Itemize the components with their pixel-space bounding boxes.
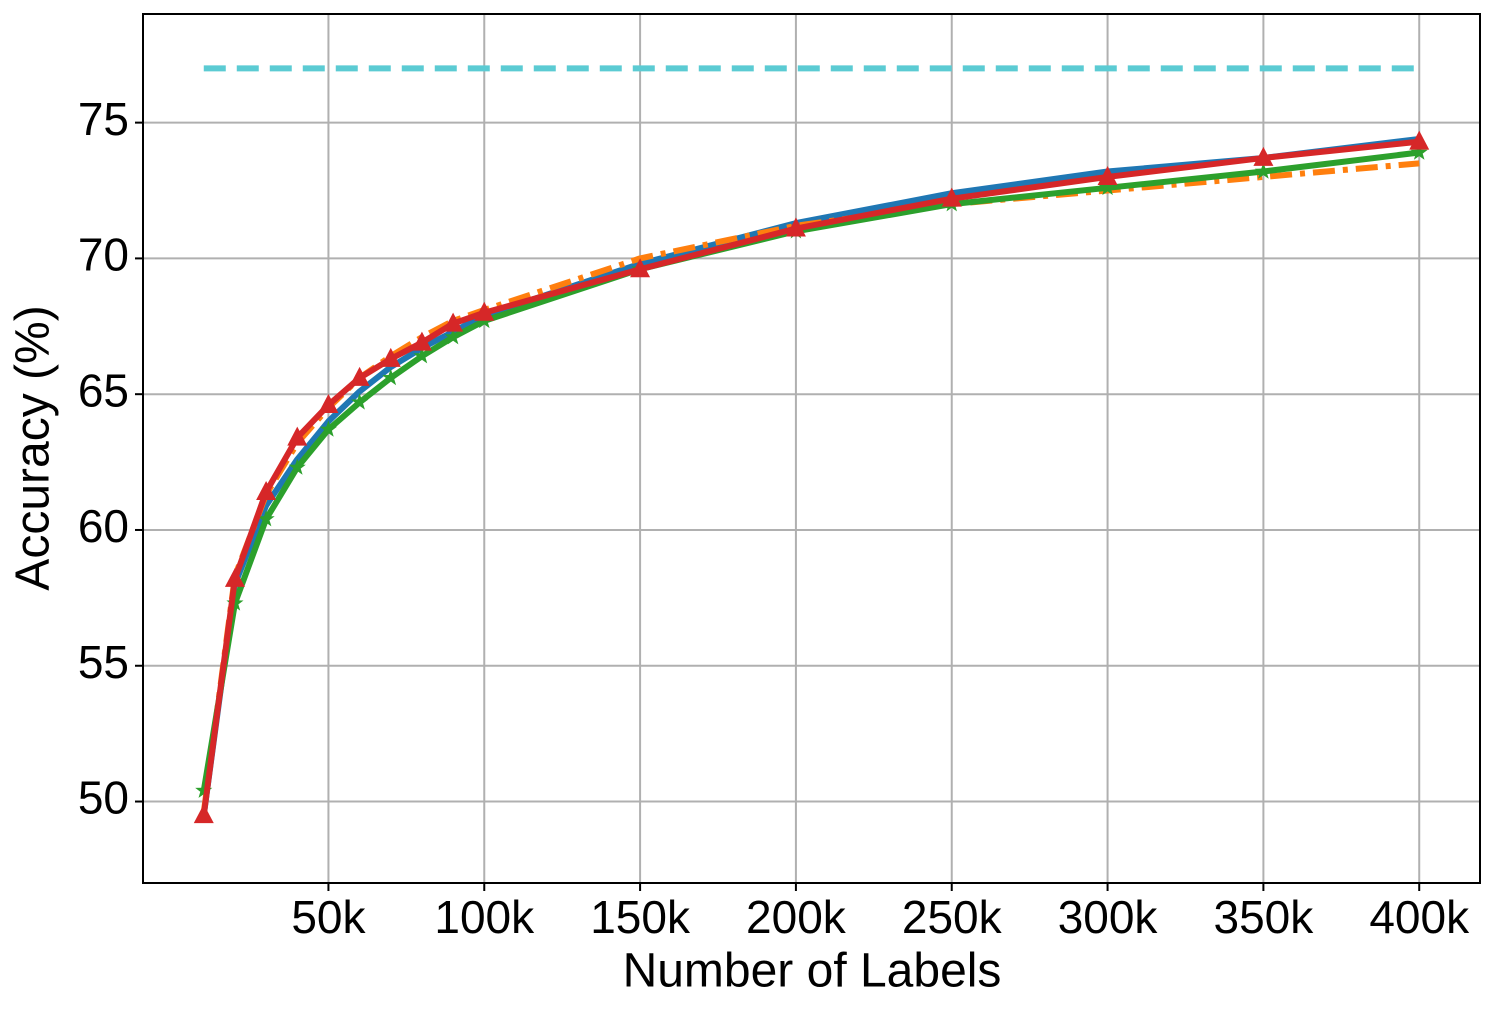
x-tick-label: 400k [1369,891,1470,943]
marker [195,781,213,798]
marker [319,420,337,437]
y-tick-label: 60 [78,500,129,552]
x-tick-label: 350k [1214,891,1315,943]
y-tick-label: 50 [78,772,129,824]
y-tick-label: 55 [78,636,129,688]
y-tick-label: 65 [78,364,129,416]
marker [256,480,277,500]
marker [413,347,431,364]
y-axis-label: Accuracy (%) [7,305,60,590]
marker [287,426,308,446]
marker [1254,162,1272,179]
marker [351,393,369,410]
marker [474,301,495,321]
series-line [200,160,1420,813]
marker [382,368,400,386]
y-tick-label: 70 [78,229,129,281]
x-tick-label: 300k [1058,891,1159,943]
marker [193,804,214,824]
y-tick-label: 75 [78,93,129,145]
marker [941,187,962,207]
plot-frame [142,13,1481,884]
series-line [200,135,1420,816]
x-tick-label: 150k [590,891,691,943]
marker [1097,165,1118,185]
marker [630,258,651,278]
marker [224,567,245,587]
marker [380,347,401,367]
marker [1099,178,1117,196]
x-axis-label: Number of Labels [623,945,1002,998]
marker [1410,143,1428,160]
marker [444,328,462,345]
marker [288,458,306,475]
x-tick-label: 50k [291,891,366,943]
marker [257,510,275,527]
marker [349,366,370,386]
marker [443,312,464,332]
marker [226,594,244,611]
marker [318,394,339,414]
marker [1253,146,1274,166]
marker [785,217,806,237]
marker [1409,130,1430,150]
series-line [200,138,1420,816]
series-line [200,149,1420,792]
x-tick-label: 250k [902,891,1003,943]
x-tick-label: 100k [434,891,535,943]
x-tick-label: 200k [746,891,847,943]
marker [411,331,432,351]
